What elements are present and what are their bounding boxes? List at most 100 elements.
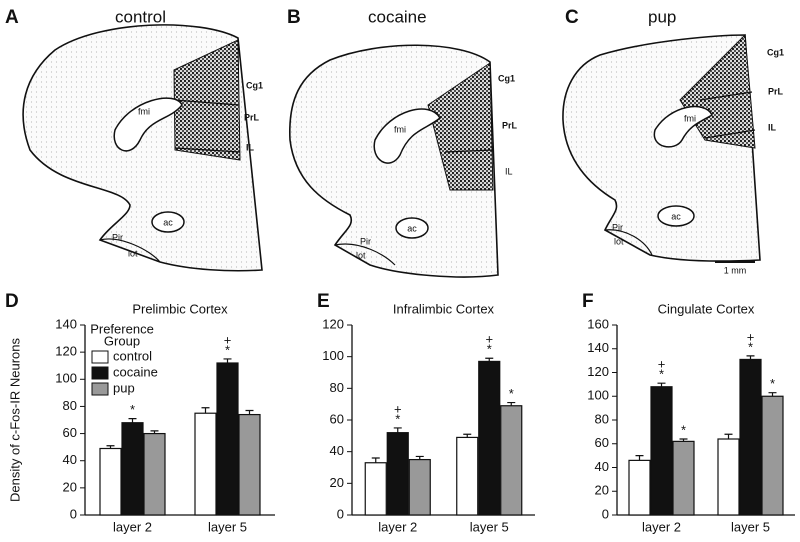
significance-mark: * bbox=[509, 386, 514, 401]
significance-mark: + bbox=[224, 332, 232, 347]
legend-label: cocaine bbox=[113, 364, 158, 379]
fos-region bbox=[427, 62, 494, 191]
y-axis-label: Density of c-Fos-IR Neurons bbox=[7, 338, 22, 502]
y-tick-label: 20 bbox=[63, 479, 77, 494]
bar bbox=[717, 438, 740, 516]
section-a: A control Cg1 PrL IL fmi ac Pir lot bbox=[5, 7, 263, 272]
y-tick-label: 60 bbox=[595, 435, 609, 450]
panel-letter: D bbox=[5, 291, 19, 312]
significance-mark: * bbox=[395, 411, 400, 426]
y-tick-label: 120 bbox=[55, 344, 77, 359]
bar bbox=[216, 362, 239, 516]
y-tick-label: 100 bbox=[322, 348, 344, 363]
significance-mark: + bbox=[747, 329, 755, 344]
region-label: PrL bbox=[244, 112, 260, 122]
legend-swatch bbox=[91, 350, 109, 364]
layer-border bbox=[444, 149, 494, 153]
section-title: pup bbox=[648, 7, 676, 26]
legend-swatch bbox=[91, 366, 109, 380]
bar bbox=[650, 386, 673, 516]
panel-letter: B bbox=[287, 7, 301, 28]
y-tick-label: 40 bbox=[330, 443, 344, 458]
significance-mark: + bbox=[394, 401, 402, 416]
region-label: fmi bbox=[138, 106, 150, 116]
significance-mark: * bbox=[130, 402, 135, 417]
x-tick-label: layer 5 bbox=[208, 519, 247, 534]
error-bar bbox=[507, 401, 516, 406]
y-tick-label: 20 bbox=[330, 475, 344, 490]
region-label: IL bbox=[768, 122, 777, 132]
region-label: ac bbox=[163, 217, 173, 227]
legend-label: control bbox=[113, 348, 152, 363]
error-bar bbox=[463, 433, 472, 438]
region-label: Cg1 bbox=[246, 80, 263, 90]
y-tick-label: 100 bbox=[55, 371, 77, 386]
significance-mark: + bbox=[658, 357, 666, 372]
y-tick-label: 0 bbox=[70, 506, 77, 521]
legend-swatch bbox=[91, 382, 109, 396]
layer-border bbox=[173, 99, 241, 153]
error-bar bbox=[746, 355, 755, 360]
bar bbox=[500, 405, 523, 516]
error-bar bbox=[679, 438, 688, 442]
significance-mark: + bbox=[485, 332, 493, 347]
legend-title: Group bbox=[104, 333, 140, 348]
error-bar bbox=[768, 392, 777, 397]
chart-title: Cingulate Cortex bbox=[658, 301, 755, 316]
fmi-tract bbox=[373, 108, 441, 164]
y-tick-label: 60 bbox=[63, 425, 77, 440]
y-tick-label: 100 bbox=[587, 388, 609, 403]
bar bbox=[238, 413, 261, 516]
error-bar bbox=[223, 358, 232, 363]
bar bbox=[456, 436, 479, 516]
section-title: cocaine bbox=[368, 7, 427, 26]
bar bbox=[761, 395, 784, 516]
panel-letter: C bbox=[565, 7, 579, 28]
error-bar bbox=[371, 457, 380, 463]
lot-border bbox=[99, 238, 161, 263]
x-tick-label: layer 5 bbox=[731, 519, 770, 534]
layer-border bbox=[699, 91, 756, 139]
region-label: PrL bbox=[502, 120, 518, 130]
fmi-tract bbox=[653, 105, 713, 148]
y-tick-label: 0 bbox=[337, 506, 344, 521]
bar bbox=[194, 412, 217, 516]
region-label: ac bbox=[671, 211, 681, 221]
ac-tract bbox=[657, 205, 695, 227]
region-label: IL bbox=[246, 142, 255, 152]
y-tick-label: 120 bbox=[587, 364, 609, 379]
bar bbox=[121, 422, 144, 516]
y-tick-label: 60 bbox=[330, 411, 344, 426]
y-tick-label: 160 bbox=[587, 316, 609, 331]
panel-letter: F bbox=[582, 291, 594, 312]
error-bar bbox=[245, 409, 254, 415]
chart-title: Prelimbic Cortex bbox=[132, 301, 228, 316]
error-bar bbox=[393, 427, 402, 433]
x-tick-label: layer 2 bbox=[642, 519, 681, 534]
bar bbox=[99, 447, 122, 516]
section-c: C pup 1 mm Cg1 PrL IL fmi ac Pir lot bbox=[562, 7, 784, 275]
bar bbox=[143, 432, 166, 516]
region-label: lot bbox=[128, 248, 138, 258]
significance-mark: * bbox=[748, 339, 753, 354]
y-tick-label: 80 bbox=[330, 380, 344, 395]
region-label: lot bbox=[356, 250, 366, 260]
y-tick-label: 0 bbox=[602, 506, 609, 521]
significance-mark: * bbox=[681, 422, 686, 437]
legend-title: Preference bbox=[90, 321, 154, 336]
section-b: B cocaine Cg1 PrL IL fmi ac Pir lot bbox=[287, 7, 518, 278]
ac-tract bbox=[151, 211, 185, 233]
lot-border bbox=[334, 243, 396, 266]
bar bbox=[408, 458, 431, 516]
ac-tract bbox=[395, 217, 429, 239]
bar bbox=[628, 459, 651, 516]
region-label: IL bbox=[505, 166, 513, 176]
x-tick-label: layer 5 bbox=[470, 519, 509, 534]
error-bar bbox=[724, 433, 733, 439]
bar bbox=[386, 432, 409, 516]
bar bbox=[739, 358, 762, 516]
y-tick-label: 40 bbox=[595, 459, 609, 474]
bar bbox=[478, 360, 501, 516]
significance-mark: * bbox=[659, 367, 664, 382]
